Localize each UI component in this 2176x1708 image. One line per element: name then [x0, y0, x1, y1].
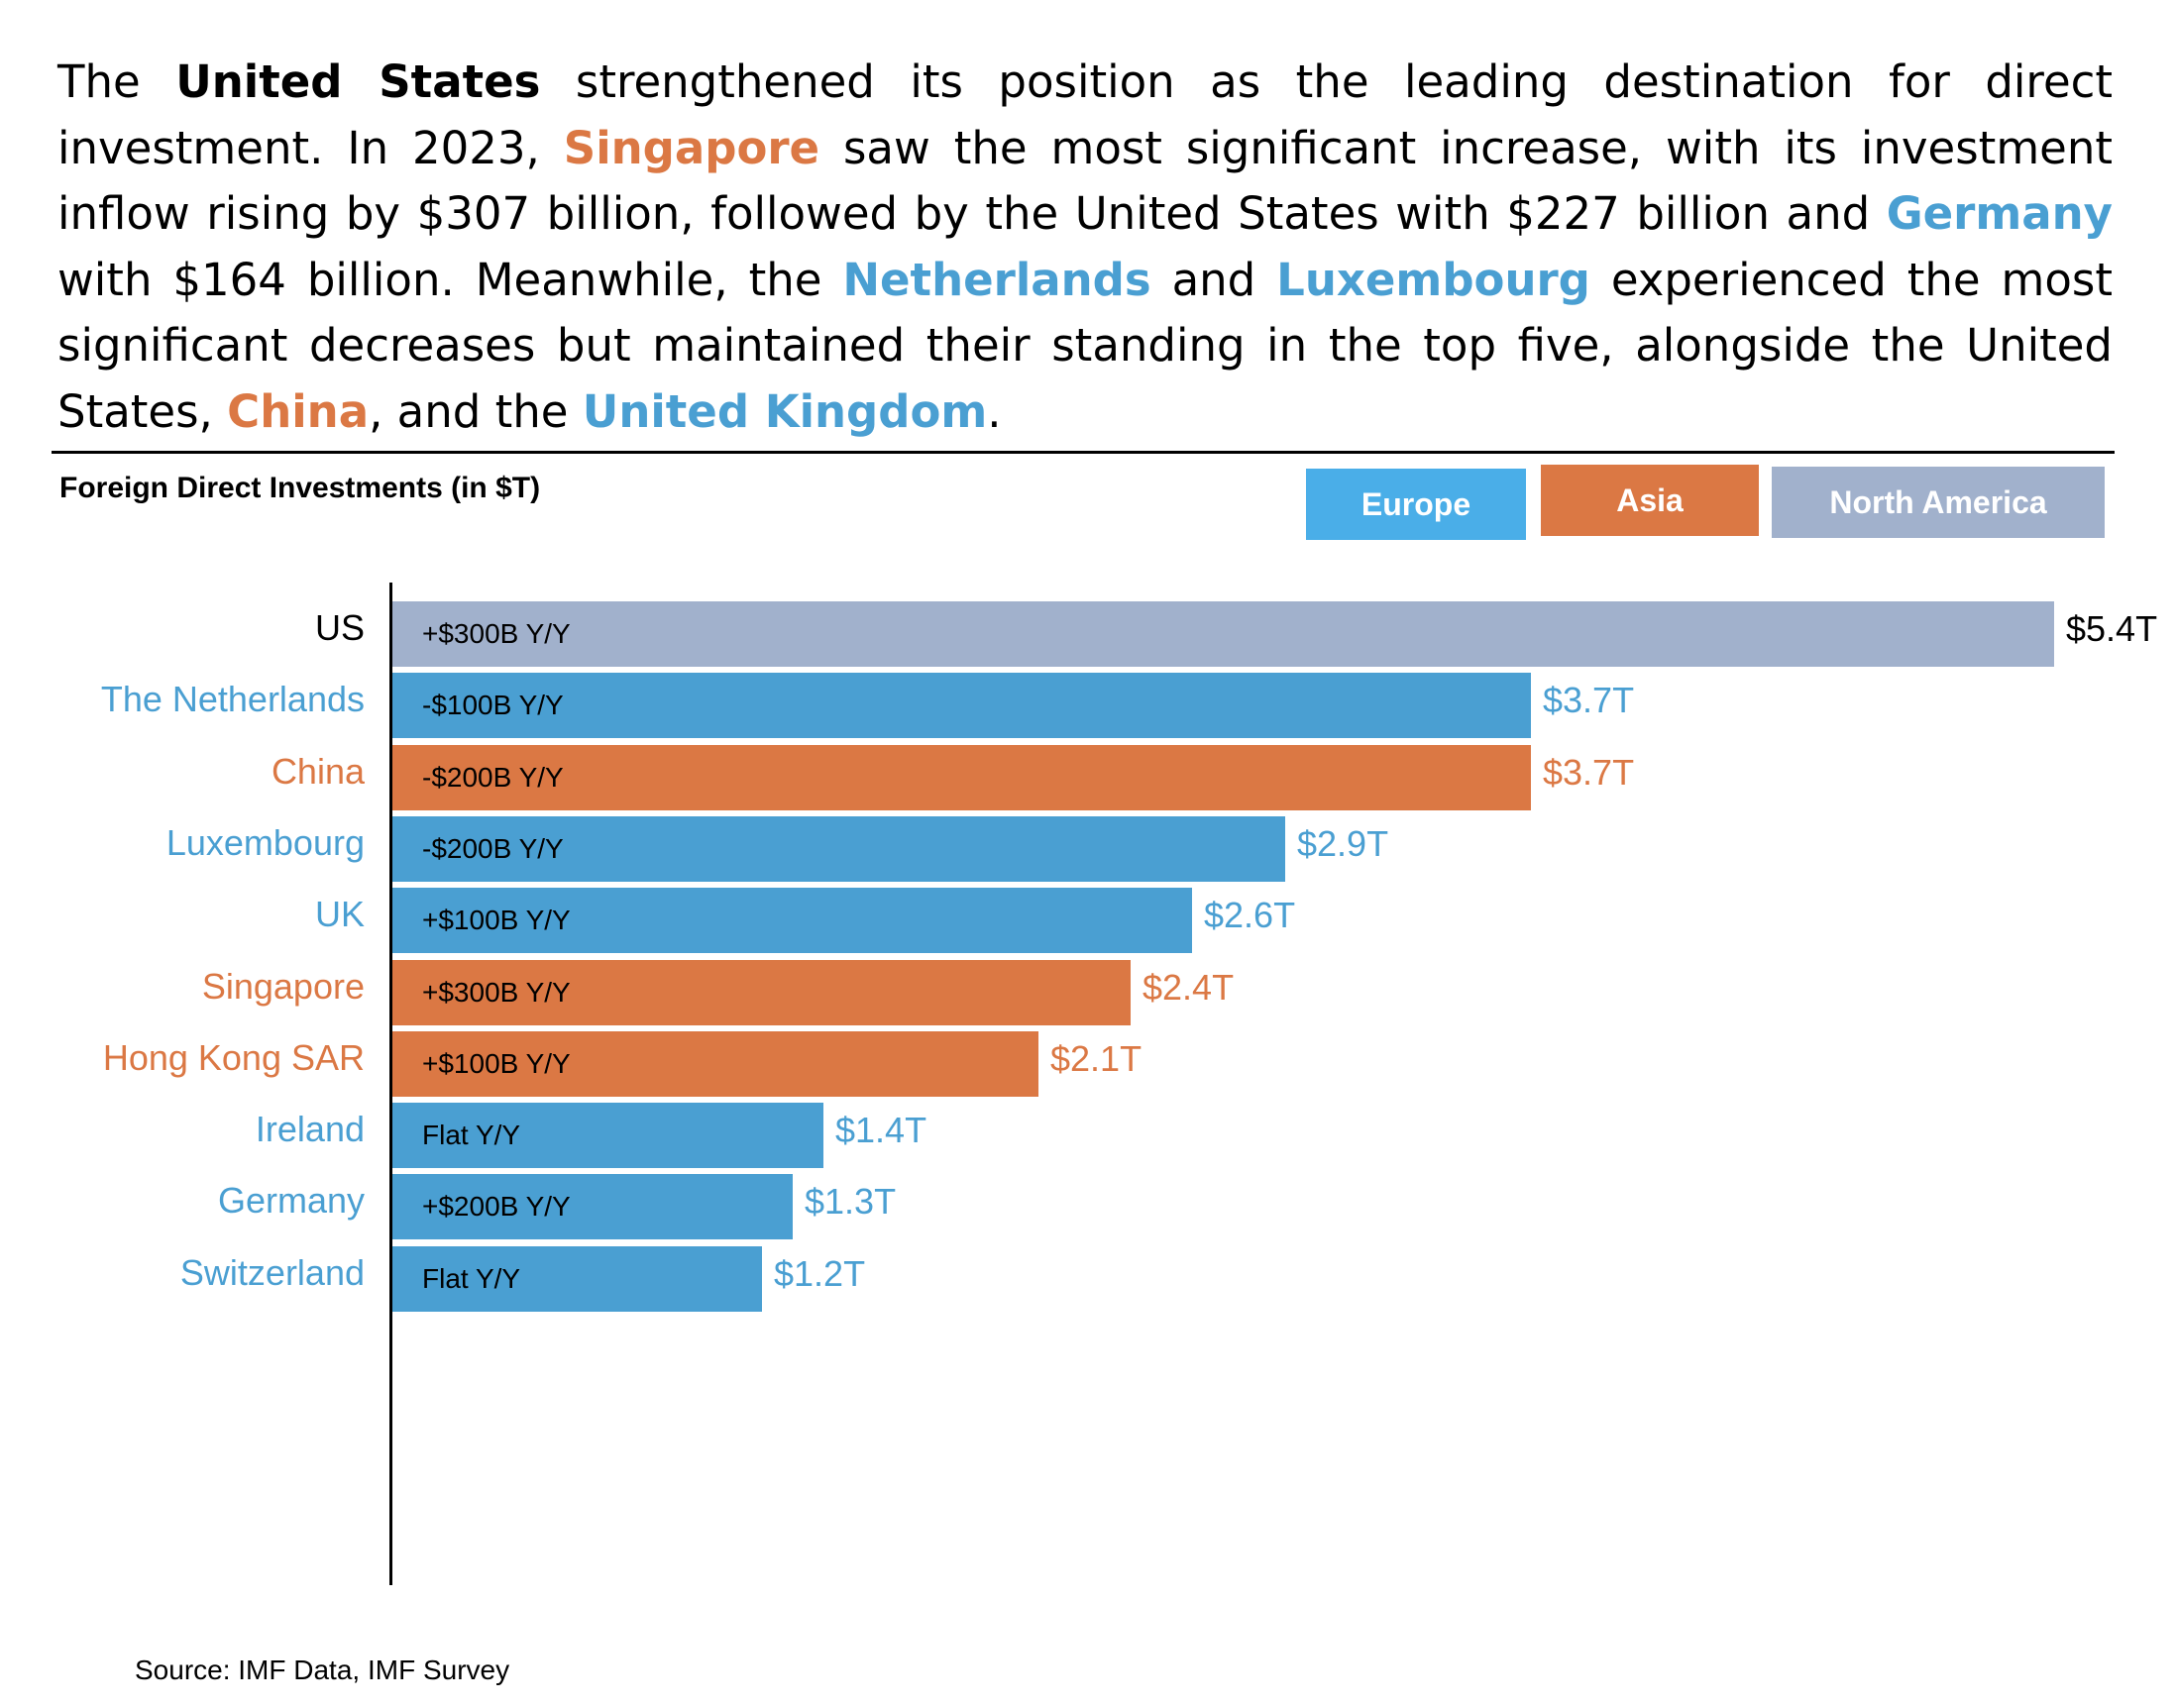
- intro-text: and: [1150, 253, 1277, 306]
- bar-the-netherlands: -$100B Y/Y: [392, 673, 1531, 738]
- category-label-us: US: [314, 607, 365, 648]
- source-note: Source: IMF Data, IMF Survey: [135, 1655, 510, 1685]
- bar-ireland: Flat Y/Y: [392, 1103, 823, 1168]
- legend-north-america: North America: [1772, 467, 2105, 538]
- legend-europe: Europe: [1306, 469, 1526, 540]
- yoy-label-singapore: +$300B Y/Y: [422, 977, 571, 1008]
- bar-germany: +$200B Y/Y: [392, 1174, 793, 1239]
- intro-text: experienced the most significant decreas…: [57, 253, 2113, 438]
- intro-highlight-netherlands: Netherlands: [842, 253, 1151, 306]
- intro-text: strengthened its position as the leading…: [57, 55, 2114, 174]
- value-label-singapore: $2.4T: [1142, 967, 1235, 1008]
- bar-luxembourg: -$200B Y/Y: [392, 816, 1285, 882]
- intro-text: The: [57, 55, 176, 108]
- bar-uk: +$100B Y/Y: [392, 888, 1192, 953]
- intro-text: , and the: [369, 384, 583, 438]
- intro-highlight-china: China: [227, 384, 370, 438]
- chart-title: Foreign Direct Investments (in $T): [59, 472, 541, 504]
- intro-paragraph: The United States strengthened its posit…: [57, 50, 2113, 445]
- intro-text: with $164 billion. Meanwhile, the: [57, 253, 843, 306]
- value-label-ireland: $1.4T: [835, 1110, 927, 1150]
- bar-switzerland: Flat Y/Y: [392, 1246, 762, 1312]
- intro-highlight-singapore: Singapore: [563, 121, 820, 174]
- yoy-label-switzerland: Flat Y/Y: [422, 1263, 521, 1294]
- bar-singapore: +$300B Y/Y: [392, 960, 1131, 1025]
- intro-highlight-luxembourg: Luxembourg: [1276, 253, 1590, 306]
- value-label-us: $5.4T: [2066, 608, 2158, 649]
- category-label-singapore: Singapore: [201, 966, 365, 1007]
- intro-highlight-us: United States: [175, 55, 541, 108]
- yoy-label-china: -$200B Y/Y: [422, 762, 564, 793]
- yoy-label-uk: +$100B Y/Y: [422, 905, 571, 935]
- legend-asia: Asia: [1541, 465, 1759, 536]
- category-label-china: China: [271, 751, 365, 792]
- value-label-the-netherlands: $3.7T: [1543, 680, 1635, 720]
- value-label-switzerland: $1.2T: [774, 1253, 866, 1294]
- value-label-china: $3.7T: [1543, 752, 1635, 793]
- yoy-label-germany: +$200B Y/Y: [422, 1191, 571, 1222]
- value-label-germany: $1.3T: [805, 1181, 897, 1222]
- category-label-germany: Germany: [217, 1180, 365, 1221]
- intro-text: saw the most significant increase, with …: [57, 121, 2114, 241]
- value-label-hong-kong-sar: $2.1T: [1050, 1038, 1142, 1079]
- intro-highlight-uk: United Kingdom: [582, 384, 988, 438]
- category-label-the-netherlands: The Netherlands: [100, 679, 365, 719]
- category-label-hong-kong-sar: Hong Kong SAR: [102, 1037, 365, 1078]
- yoy-label-luxembourg: -$200B Y/Y: [422, 833, 564, 864]
- divider-rule: [52, 451, 2115, 454]
- intro-highlight-germany: Germany: [1886, 187, 2113, 240]
- category-label-luxembourg: Luxembourg: [165, 822, 365, 863]
- yoy-label-hong-kong-sar: +$100B Y/Y: [422, 1048, 571, 1079]
- y-axis-line: [389, 583, 392, 1585]
- category-label-switzerland: Switzerland: [179, 1252, 365, 1293]
- yoy-label-ireland: Flat Y/Y: [422, 1120, 521, 1150]
- category-label-uk: UK: [314, 894, 365, 934]
- yoy-label-the-netherlands: -$100B Y/Y: [422, 690, 564, 720]
- value-label-uk: $2.6T: [1204, 895, 1296, 935]
- bar-us: +$300B Y/Y: [392, 601, 2054, 667]
- category-label-ireland: Ireland: [255, 1109, 365, 1149]
- intro-text: .: [987, 384, 1002, 438]
- yoy-label-us: +$300B Y/Y: [422, 618, 571, 649]
- bar-china: -$200B Y/Y: [392, 745, 1531, 810]
- value-label-luxembourg: $2.9T: [1297, 823, 1389, 864]
- bar-hong-kong-sar: +$100B Y/Y: [392, 1031, 1038, 1097]
